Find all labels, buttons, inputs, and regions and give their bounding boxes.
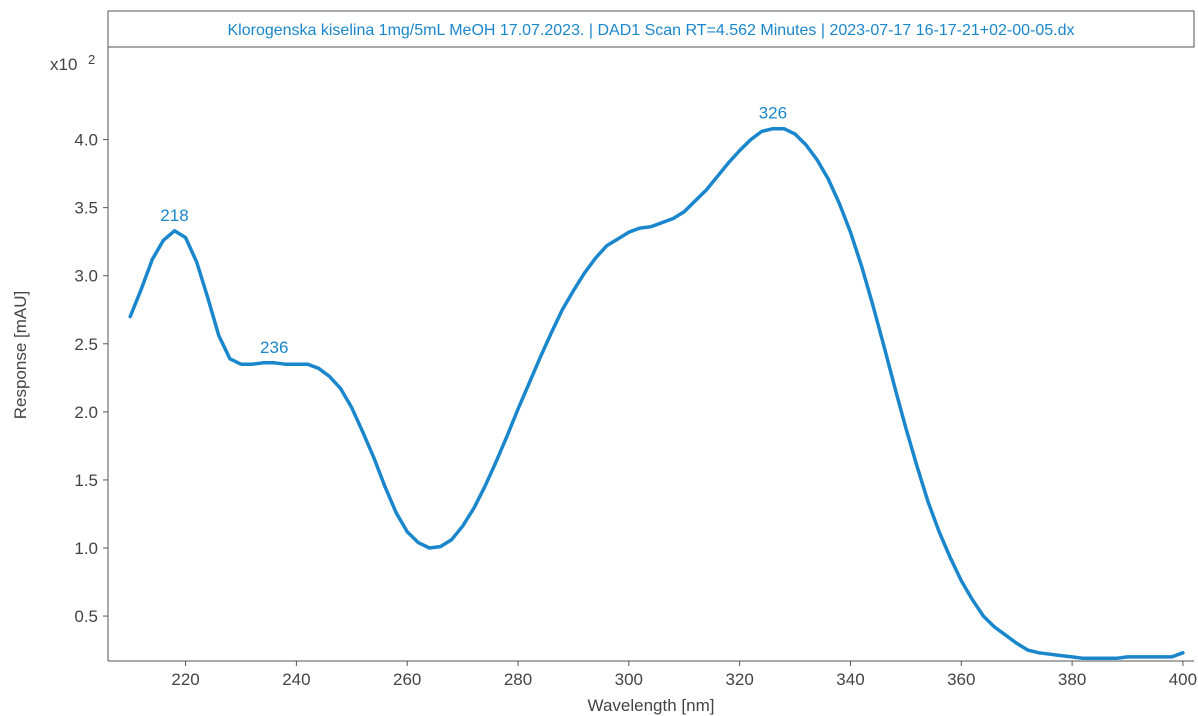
x-axis-ticks: 220 240 260 280 300 320 340 360 380 400	[171, 661, 1197, 689]
y-tick-label: 1.0	[74, 539, 98, 558]
y-axis-multiplier: x10 2	[50, 52, 95, 74]
x-tick-label: 400	[1169, 670, 1197, 689]
y-multiplier-exponent: 2	[88, 52, 95, 67]
y-tick-label: 4.0	[74, 131, 98, 150]
y-axis-ticks: 0.5 1.0 1.5 2.0 2.5 3.0 3.5 4.0	[74, 131, 108, 626]
x-tick-label: 240	[282, 670, 310, 689]
x-tick-label: 360	[947, 670, 975, 689]
y-tick-label: 2.5	[74, 335, 98, 354]
y-tick-label: 0.5	[74, 607, 98, 626]
chart-title-box	[107, 10, 1195, 48]
axes	[107, 47, 1194, 662]
peak-label: 218	[160, 206, 188, 225]
x-tick-label: 220	[171, 670, 199, 689]
y-multiplier-base: x10	[50, 55, 77, 74]
y-tick-label: 2.0	[74, 403, 98, 422]
x-tick-label: 260	[393, 670, 421, 689]
x-tick-label: 280	[504, 670, 532, 689]
chart-title: Klorogenska kiselina 1mg/5mL MeOH 17.07.…	[227, 22, 1074, 39]
x-tick-label: 320	[725, 670, 753, 689]
peak-labels: 218 236 326	[160, 104, 787, 357]
y-tick-label: 3.5	[74, 199, 98, 218]
peak-label: 326	[759, 104, 787, 123]
y-tick-label: 3.0	[74, 267, 98, 286]
x-axis-title: Wavelength [nm]	[588, 696, 715, 715]
x-tick-label: 300	[615, 670, 643, 689]
peak-label: 236	[260, 338, 288, 357]
y-axis-title: Response [mAU]	[11, 291, 30, 420]
spectrum-line	[128, 126, 1185, 661]
series-layer	[128, 126, 1185, 661]
x-tick-label: 380	[1058, 670, 1086, 689]
x-tick-label: 340	[836, 670, 864, 689]
y-tick-label: 1.5	[74, 471, 98, 490]
